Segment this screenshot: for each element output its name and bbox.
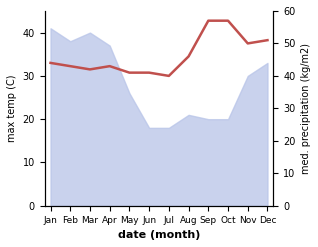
X-axis label: date (month): date (month)	[118, 230, 200, 240]
Y-axis label: med. precipitation (kg/m2): med. precipitation (kg/m2)	[301, 43, 311, 174]
Y-axis label: max temp (C): max temp (C)	[7, 75, 17, 142]
